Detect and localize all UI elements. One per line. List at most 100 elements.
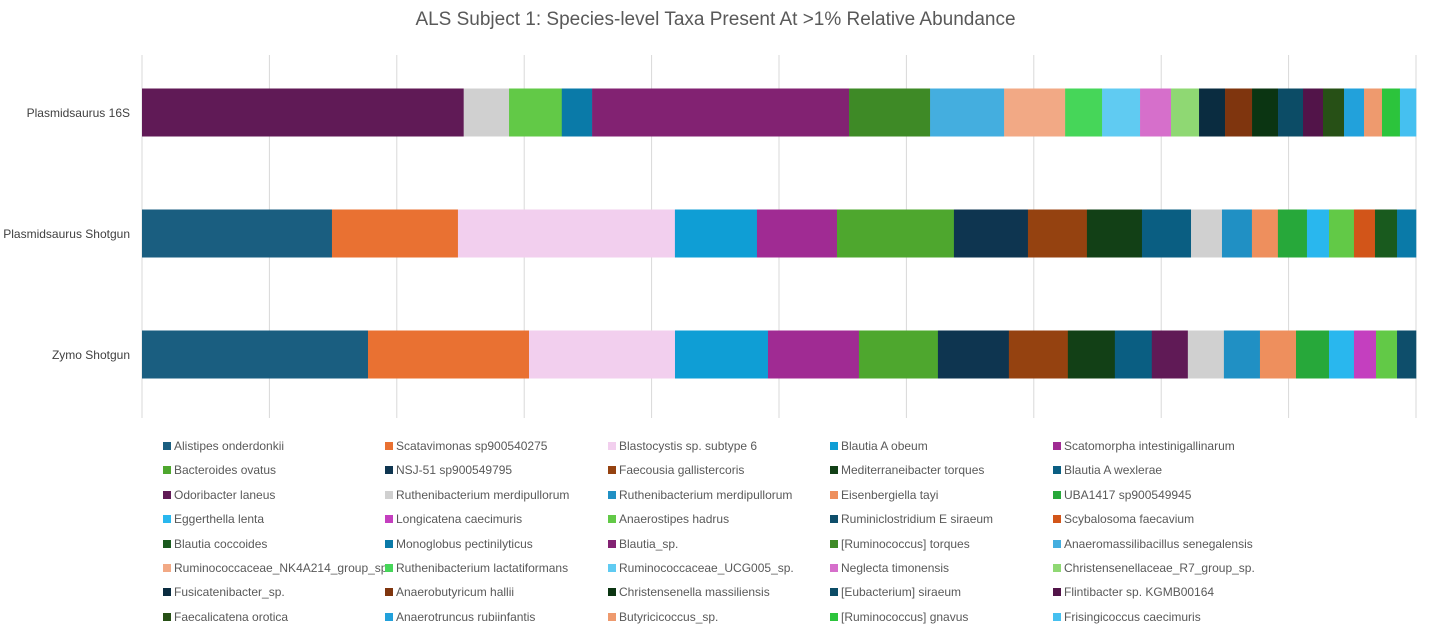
bar-segment [1141, 209, 1192, 258]
bar-segment [1187, 330, 1225, 379]
legend-label: Anaerobutyricum hallii [396, 585, 515, 600]
legend-item: Anaeromassilibacillus senegalensis [1053, 537, 1253, 551]
legend-item: Ruthenibacterium merdipullorum [385, 488, 569, 502]
legend-swatch [830, 539, 838, 548]
legend-label: Bacteroides ovatus [174, 463, 277, 478]
legend-swatch [1053, 588, 1061, 597]
bar-segment [1067, 330, 1116, 379]
legend-label: Ruthenibacterium merdipullorum [396, 487, 570, 502]
bar-segment [1353, 330, 1377, 379]
bar-segment [1364, 88, 1383, 137]
legend-label: Monoglobus pectinilyticus [396, 536, 533, 551]
legend-label: Eggerthella lenta [174, 512, 265, 527]
legend-swatch [385, 564, 393, 572]
legend-swatch [830, 588, 838, 597]
bar-segment [1191, 209, 1223, 258]
legend-item: Ruminococcaceae_NK4A214_group_sp. [163, 561, 391, 575]
legend-item: Christensenellaceae_R7_group_sp. [1053, 561, 1255, 575]
bar-segment [1027, 209, 1088, 258]
legend-swatch [163, 442, 171, 450]
legend-swatch [830, 515, 838, 524]
bar-segment [937, 330, 1010, 379]
legend-item: Monoglobus pectinilyticus [385, 537, 533, 551]
legend-swatch [608, 515, 616, 524]
legend-swatch [163, 490, 171, 499]
bar-segment [1223, 330, 1261, 379]
legend-swatch [1053, 612, 1061, 621]
legend-swatch [385, 612, 393, 621]
legend-label: Christensenella massiliensis [619, 585, 770, 600]
legend-item: Longicatena caecimuris [385, 512, 522, 526]
legend-item: Blautia A obeum [830, 439, 928, 453]
legend-item: Blautia_sp. [608, 537, 678, 551]
bar-segment [1221, 209, 1253, 258]
bar-segment [1328, 330, 1355, 379]
legend-label: Ruminiclostridium E siraeum [841, 512, 994, 527]
legend-swatch [830, 612, 838, 621]
legend-item: Ruthenibacterium lactatiformans [385, 561, 568, 575]
bar-segment [674, 330, 769, 379]
bar-segment [1296, 330, 1330, 379]
legend-swatch [608, 564, 616, 572]
legend-item: Butyricicoccus_sp. [608, 610, 718, 624]
bar-segment [1306, 209, 1330, 258]
bar-segment [930, 88, 1005, 137]
bar-segment [1397, 330, 1417, 379]
chart-title: ALS Subject 1: Species-level Taxa Presen… [415, 9, 1016, 30]
legend-label: Blautia A obeum [841, 439, 928, 453]
legend-swatch [1053, 515, 1061, 524]
bar-segment [1140, 88, 1172, 137]
legend-item: Blastocystis sp. subtype 6 [608, 439, 757, 453]
bar-segment [1252, 88, 1279, 137]
legend-item: Ruminiclostridium E siraeum [830, 512, 993, 526]
bar-segment [953, 209, 1029, 258]
legend-label: Mediterraneibacter torques [841, 463, 985, 478]
bar-segment [1381, 88, 1401, 137]
legend-label: Scatavimonas sp900540275 [396, 439, 548, 453]
legend-label: Eisenbergiella tayi [841, 487, 939, 502]
legend-swatch [385, 490, 393, 499]
bar-segment [509, 88, 563, 137]
legend-label: Anaerostipes hadrus [619, 512, 730, 527]
legend-swatch [385, 442, 393, 450]
legend-item: Mediterraneibacter torques [830, 463, 984, 477]
legend-item: Blautia A wexlerae [1053, 463, 1162, 477]
legend-swatch [385, 515, 393, 524]
legend-item: Odoribacter laneus [163, 488, 275, 502]
legend-swatch [385, 588, 393, 597]
legend-label: Odoribacter laneus [174, 487, 276, 502]
legend-label: Blautia coccoides [174, 536, 268, 551]
bar-segment [1397, 209, 1417, 258]
bar-segment [1065, 88, 1103, 137]
legend-item: Anaerostipes hadrus [608, 512, 729, 526]
bar-segment [858, 330, 939, 379]
bar-segment [1171, 88, 1200, 137]
legend-item: Scybalosoma faecavium [1053, 512, 1194, 526]
bar-segment [1151, 330, 1189, 379]
legend-swatch [608, 442, 616, 450]
legend-item: NSJ-51 sp900549795 [385, 463, 512, 477]
legend-item: Anaerotruncus rubiinfantis [385, 610, 535, 624]
legend-swatch [830, 564, 838, 572]
legend-label: Blautia_sp. [619, 536, 679, 551]
legend-swatch [608, 612, 616, 621]
bar-segment [1353, 209, 1376, 258]
legend-label: NSJ-51 sp900549795 [396, 463, 513, 478]
legend-item: [Ruminococcus] gnavus [830, 610, 968, 624]
bar-segment [1399, 88, 1417, 137]
bar-segment [1344, 88, 1365, 137]
bar-segment [836, 209, 955, 258]
category-label: Plasmidsaurus Shotgun [3, 226, 130, 241]
bar-segment [756, 209, 838, 258]
legend-swatch [1053, 564, 1061, 572]
category-label: Zymo Shotgun [51, 347, 130, 362]
legend-swatch [608, 588, 616, 597]
bar-segment [331, 209, 459, 258]
legend-label: [Ruminococcus] torques [841, 536, 970, 551]
legend-label: [Eubacterium] siraeum [841, 585, 962, 600]
bar-segment [457, 209, 676, 258]
legend-swatch [1053, 442, 1061, 450]
legend-label: Neglecta timonensis [841, 561, 950, 575]
legend-swatch [830, 466, 838, 475]
